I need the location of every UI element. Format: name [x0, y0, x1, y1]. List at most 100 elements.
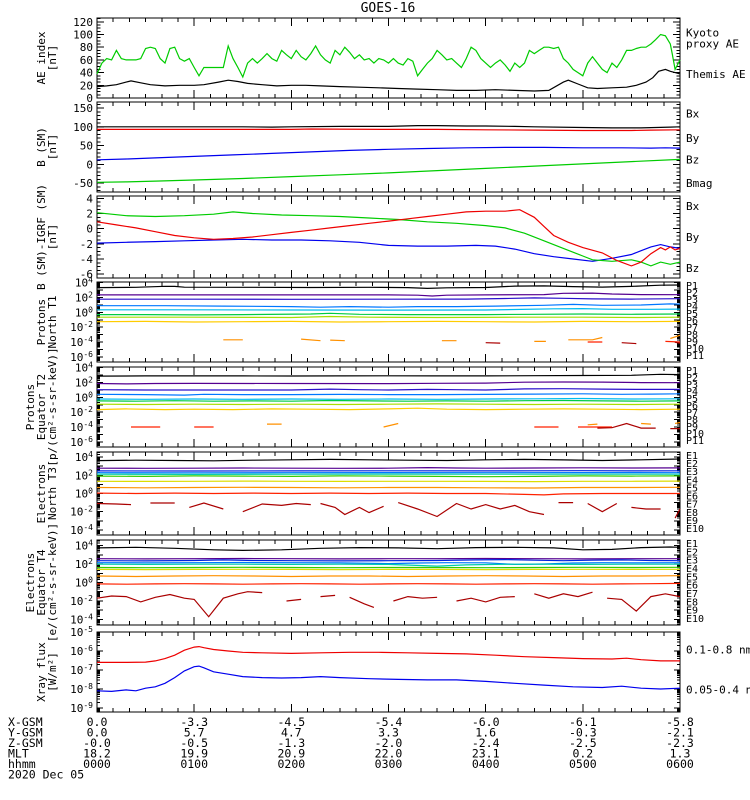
legend-label-by: By — [686, 231, 700, 244]
legend-label-e2: E2 — [686, 459, 698, 470]
series-e2 — [96, 466, 681, 469]
y-tick-label: 100 — [75, 576, 93, 590]
series-e1 — [96, 458, 681, 462]
y-tick-label: 0 — [86, 158, 93, 171]
legend-label-p5: P5 — [686, 394, 698, 405]
axis-row-label-hhmm: hhmm — [8, 757, 36, 771]
axis-row-value: -2.3 — [666, 736, 694, 750]
series-e8 — [96, 486, 681, 489]
y-tick-label: 4 — [86, 192, 93, 205]
series-e9 — [96, 582, 681, 585]
axis-row-value: 1.6 — [475, 726, 496, 740]
axis-row-value: -3.3 — [180, 715, 208, 729]
series-e1 — [96, 546, 681, 552]
y-tick-label: 150 — [73, 102, 93, 115]
bottom-axis: X-GSM 0.0 -3.3 -4.5 -5.4 -6.0 -6.1 -5.8 Y-GSM 0.0… — [8, 715, 694, 782]
panel-b-sm: 150 100 50 0 -50 B (SM)[nT] Bx By Bz Bmag — [35, 101, 713, 193]
y-tick-label: -2 — [80, 238, 93, 251]
legend-label-p8: P8 — [686, 415, 698, 426]
series-e7 — [96, 480, 681, 483]
axis-row-value: -6.1 — [569, 715, 597, 729]
legend-label-p5: P5 — [686, 309, 698, 320]
legend-label-e9: E9 — [686, 606, 698, 617]
series-e3 — [96, 558, 681, 562]
axis-row-value: -4.5 — [277, 715, 305, 729]
legend-label-p7: P7 — [686, 408, 698, 419]
legend-label-p9: P9 — [686, 422, 698, 433]
y-tick-label: 10-4 — [70, 523, 93, 537]
y-axis-label: North T3 — [46, 467, 59, 520]
y-tick-label: 10-6 — [70, 644, 93, 658]
y-axis-label: Equator T4 — [35, 549, 48, 616]
y-tick-label: 0 — [86, 92, 93, 105]
axis-row-value: 0300 — [375, 757, 403, 771]
y-axis-label: Equator T2 — [35, 374, 48, 440]
y-tick-label: -50 — [73, 177, 93, 190]
axis-row-value: 0.2 — [572, 747, 593, 761]
series-kyoto-proxy-ae — [96, 33, 681, 79]
axis-row-value: 0400 — [472, 757, 500, 771]
y-tick-label: 20 — [80, 79, 93, 92]
series-themis-ae — [96, 68, 681, 92]
legend-label-p1: P1 — [686, 281, 698, 292]
series-p8 — [96, 407, 681, 411]
y-tick-label: 102 — [75, 376, 93, 390]
series-p5 — [96, 397, 681, 400]
y-axis-label: B (SM) — [35, 127, 48, 167]
y-tick-label: 10-2 — [70, 320, 93, 334]
y-axis-label: AE index — [35, 31, 48, 84]
panel-frame — [96, 631, 681, 713]
axis-row-value: 1.3 — [670, 747, 691, 761]
series-bx — [96, 146, 681, 161]
series-p1 — [96, 284, 681, 290]
legend-label-p11: P11 — [686, 351, 704, 362]
legend-label-p10: P10 — [686, 344, 704, 355]
series-0.1-0.8-nm — [97, 645, 680, 663]
axis-row-value: 0600 — [666, 757, 694, 771]
axis-row-value: 18.2 — [83, 747, 111, 761]
legend-label-p8: P8 — [686, 330, 698, 341]
y-tick-label: 10-4 — [70, 420, 93, 434]
y-tick-label: 10-9 — [70, 701, 93, 715]
axis-row-value: 0100 — [180, 757, 208, 771]
series-p5 — [97, 307, 681, 311]
legend-label-e5: E5 — [686, 572, 698, 583]
axis-row-value: -2.0 — [375, 736, 403, 750]
y-axis-label: [e/(cm²-s-sr-keV)] — [46, 523, 59, 642]
y-tick-label: 100 — [75, 305, 93, 319]
legend-label-p3: P3 — [686, 380, 698, 391]
series-p2 — [97, 292, 681, 297]
panel-b-sm-igrf: 4 2 0 -2 -4 -6 B (SM)-IGRF (SM)[nT] Bx By Bz — [35, 184, 700, 290]
legend-label-bz: Bz — [686, 154, 699, 167]
axis-row-value: -0.3 — [569, 726, 597, 740]
y-tick-label: 50 — [80, 140, 93, 153]
legend-label-e8: E8 — [686, 597, 698, 608]
y-tick-label: 104 — [75, 450, 93, 464]
legend-label-p2: P2 — [686, 288, 698, 299]
y-tick-label: 100 — [75, 390, 93, 404]
legend-label-p7: P7 — [686, 323, 698, 334]
axis-row-value: 19.9 — [180, 747, 208, 761]
axis-row-label-x-gsm: X-GSM — [8, 715, 43, 729]
y-tick-label: 2 — [86, 207, 93, 220]
y-axis-label: North T1 — [46, 296, 59, 349]
y-tick-label: 80 — [80, 41, 93, 54]
series-p9 — [267, 421, 681, 428]
series-p2 — [96, 381, 681, 385]
legend-label-e10: E10 — [686, 614, 704, 625]
axis-row-value: 0000 — [83, 757, 111, 771]
axis-row-value: 23.1 — [472, 747, 500, 761]
legend-label-e1: E1 — [686, 451, 698, 462]
y-tick-label: 100 — [73, 29, 93, 42]
axis-row-value: 4.7 — [281, 726, 302, 740]
y-tick-label: 10-2 — [70, 405, 93, 419]
axis-row-value: -2.5 — [569, 736, 597, 750]
legend-label-e5: E5 — [686, 483, 698, 494]
legend-label-0.1-0.8-nm: 0.1-0.8 nm — [686, 644, 750, 657]
legend-label-p3: P3 — [686, 295, 698, 306]
y-tick-label: 40 — [80, 67, 93, 80]
y-tick-label: 10-7 — [70, 663, 93, 677]
y-axis-label: Xray flux — [35, 642, 48, 702]
legend-label-e10: E10 — [686, 524, 704, 535]
